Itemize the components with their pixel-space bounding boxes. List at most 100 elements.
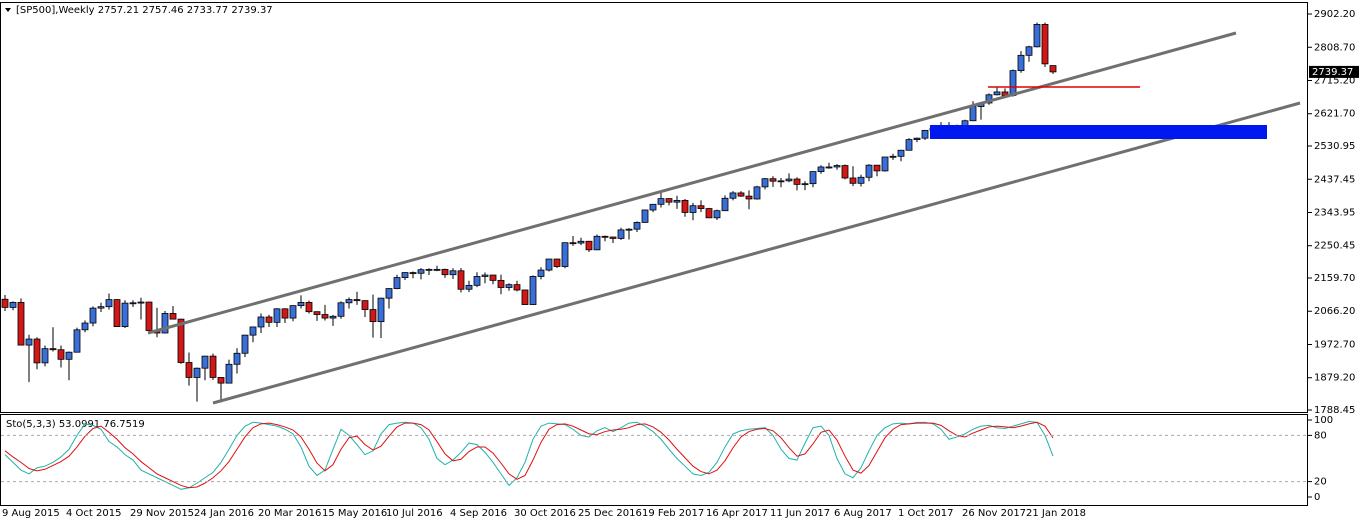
candle-body bbox=[969, 106, 977, 122]
candle-body bbox=[1025, 46, 1033, 56]
y-tick-label: 2159.70 bbox=[1314, 273, 1355, 284]
candle-body bbox=[1033, 23, 1041, 48]
candle-body bbox=[681, 199, 689, 213]
marks bbox=[1, 22, 1057, 490]
candle-body bbox=[185, 362, 193, 378]
candle-body bbox=[97, 306, 105, 309]
candle-body bbox=[865, 164, 873, 178]
candle-body bbox=[713, 210, 721, 219]
candle-body bbox=[457, 270, 465, 290]
y-tick-label: 2621.70 bbox=[1314, 109, 1355, 120]
candle-body bbox=[705, 208, 713, 219]
candle-body bbox=[857, 176, 865, 184]
candle-body bbox=[433, 268, 441, 271]
candle-body bbox=[873, 164, 881, 172]
candle-body bbox=[361, 300, 369, 310]
candle-body bbox=[537, 269, 545, 277]
candle-body bbox=[65, 351, 73, 360]
candle-body bbox=[833, 165, 841, 168]
candle-body bbox=[481, 274, 489, 277]
candle-body bbox=[905, 139, 913, 151]
candle-body bbox=[545, 258, 553, 271]
candle-body bbox=[137, 301, 145, 304]
stoch-panel bbox=[0, 414, 1308, 506]
candle-body bbox=[697, 205, 705, 209]
candle-body bbox=[265, 316, 273, 323]
y-tick-label: 2437.45 bbox=[1314, 174, 1355, 185]
candle-body bbox=[329, 315, 337, 319]
candle-body bbox=[425, 268, 433, 271]
candle-body bbox=[529, 276, 537, 305]
x-tick-label: 15 May 2016 bbox=[322, 508, 387, 519]
candle-body bbox=[217, 377, 225, 384]
candle-body bbox=[121, 302, 129, 328]
candle-body bbox=[585, 240, 593, 251]
y-tick-label: 2902.20 bbox=[1314, 9, 1355, 20]
price-panel bbox=[0, 2, 1308, 413]
candle-body bbox=[897, 149, 905, 157]
candle-body bbox=[145, 301, 153, 331]
y-tick-label: 2715.20 bbox=[1314, 76, 1355, 87]
x-tick-label: 6 Aug 2017 bbox=[834, 508, 892, 519]
x-tick-label: 25 Dec 2016 bbox=[578, 508, 642, 519]
candle-body bbox=[769, 178, 777, 182]
candle-body bbox=[497, 279, 505, 288]
candle-body bbox=[569, 242, 577, 245]
candle-body bbox=[721, 197, 729, 212]
y-tick-label: 2808.70 bbox=[1314, 42, 1355, 53]
candle-body bbox=[305, 302, 313, 313]
candle-body bbox=[193, 367, 201, 378]
candle-body bbox=[913, 137, 921, 140]
y-tick-label: 0 bbox=[1314, 492, 1320, 503]
candle-body bbox=[41, 348, 49, 364]
candle-body bbox=[369, 309, 377, 323]
candle-body bbox=[233, 352, 241, 365]
y-tick-label: 100 bbox=[1314, 415, 1333, 426]
candle-body bbox=[417, 269, 425, 274]
candle-body bbox=[225, 363, 233, 384]
candle-body bbox=[801, 183, 809, 186]
y-tick-label: 2250.45 bbox=[1314, 241, 1355, 252]
candle-body bbox=[649, 203, 657, 211]
candle-body bbox=[505, 284, 513, 288]
y-tick-label: 1972.70 bbox=[1314, 339, 1355, 350]
candle-body bbox=[73, 329, 81, 353]
candle-body bbox=[409, 272, 417, 274]
candle-body bbox=[353, 299, 361, 302]
x-tick-label: 30 Oct 2016 bbox=[514, 508, 576, 519]
candle-body bbox=[673, 199, 681, 203]
candle-body bbox=[105, 299, 113, 308]
candle-body bbox=[449, 270, 457, 276]
menu-arrow[interactable] bbox=[5, 8, 11, 12]
x-tick-label: 21 Jan 2018 bbox=[1026, 508, 1086, 519]
candle-body bbox=[993, 91, 1001, 96]
candle-body bbox=[129, 302, 137, 305]
y-tick-label: 80 bbox=[1314, 430, 1327, 441]
candle-body bbox=[169, 313, 177, 320]
candle-body bbox=[777, 180, 785, 183]
candle-body bbox=[817, 166, 825, 172]
candle-body bbox=[9, 302, 17, 308]
zone bbox=[930, 125, 1267, 139]
candle-body bbox=[849, 177, 857, 184]
candle-body bbox=[385, 288, 393, 299]
x-tick-label: 29 Nov 2015 bbox=[130, 508, 194, 519]
candle-body bbox=[161, 313, 169, 334]
candle-body bbox=[793, 178, 801, 185]
candle-body bbox=[89, 307, 97, 324]
price-label-box bbox=[1309, 65, 1359, 78]
candle-body bbox=[249, 326, 257, 336]
candle-body bbox=[241, 334, 249, 354]
candle-body bbox=[641, 209, 649, 223]
candle-body bbox=[257, 316, 265, 328]
chart-title: [SP500],Weekly 2757.21 2757.46 2733.77 2… bbox=[16, 5, 273, 16]
candle-body bbox=[601, 235, 609, 238]
price-label: 2739.37 bbox=[1312, 67, 1353, 78]
candle-body bbox=[473, 276, 481, 286]
candle-body bbox=[1, 298, 9, 308]
candle-body bbox=[625, 228, 633, 231]
candle-body bbox=[593, 235, 601, 251]
candle-body bbox=[489, 274, 497, 281]
